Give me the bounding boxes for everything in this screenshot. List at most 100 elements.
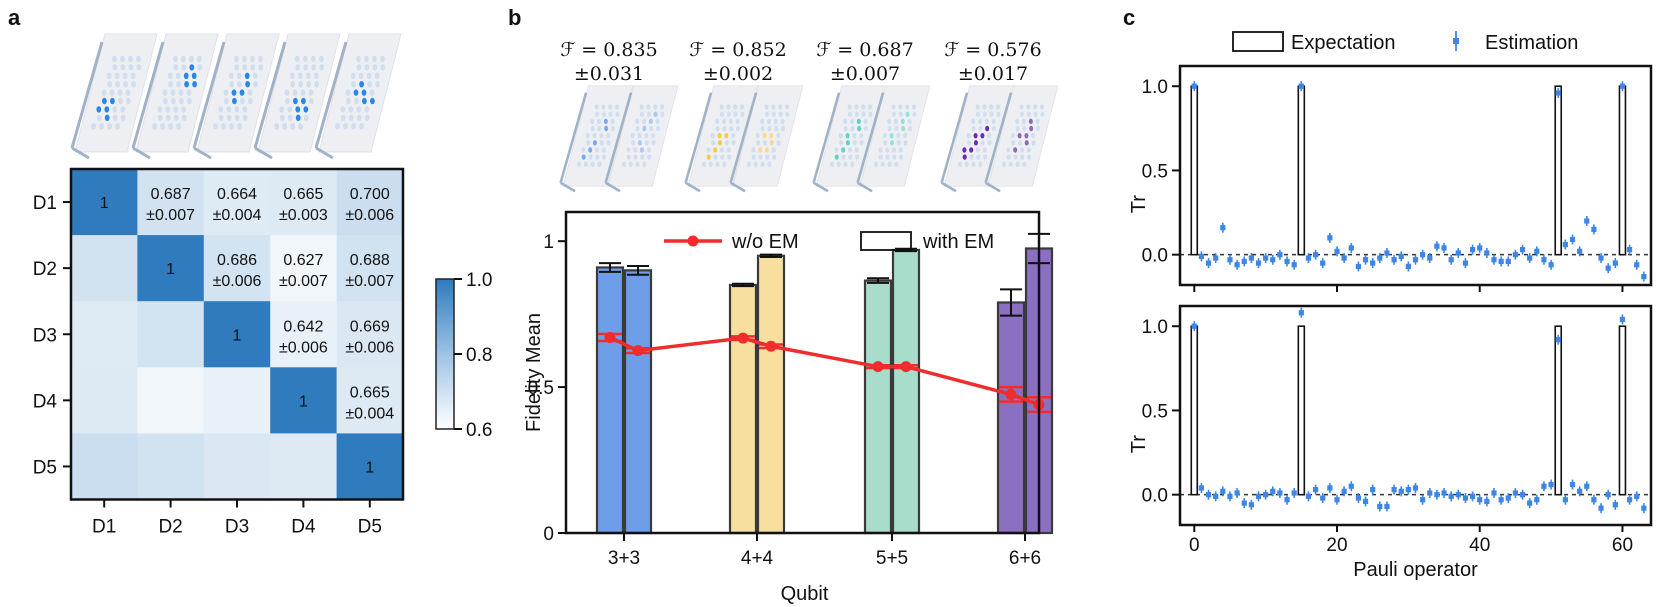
qubit [852,132,857,139]
estimation-point [1377,255,1383,261]
chip-edge [729,181,746,193]
cell-text-line: 0.642 [283,318,323,335]
qubit [843,125,848,132]
qubit [1031,140,1036,146]
qubit [1026,104,1031,110]
estimation-point [1255,260,1262,266]
estimation-point [1391,257,1397,263]
active-qubit [361,89,367,96]
estimation-point [1198,485,1205,491]
qubit [223,89,229,96]
cell-text-line: 1 [166,261,175,278]
qubit [894,125,899,132]
estimation-point [1320,260,1326,266]
estimation-point [1527,255,1533,261]
qubit [340,106,346,113]
qubit [852,140,857,146]
with-em-bar [623,269,653,535]
cell-text-line: ±0.007 [146,207,195,224]
x-tick-label: 6+6 [1009,548,1041,569]
estimation-point [1491,257,1497,263]
active-qubit [104,106,110,113]
qubit [107,81,112,88]
qubit [252,72,258,79]
chip-edge [71,146,90,160]
qubit [237,81,242,88]
qubit [646,111,651,117]
qubit [635,118,640,125]
heatmap-cell [336,301,404,368]
x-axis-label: Pauli operator [1353,559,1478,581]
device-chip-illustrations [70,33,402,160]
qubit [242,114,248,121]
device-chip [131,33,219,160]
estimation-point [1605,492,1611,498]
paired-chip [559,85,634,193]
cell-text-line: 1 [100,195,109,212]
qubit [751,147,756,153]
qubit [106,72,112,79]
x-tick-label: 40 [1469,535,1490,556]
active-qubit [653,111,658,117]
qubit [735,118,740,125]
chip-plate [562,85,634,187]
estimation-point [1220,488,1226,494]
qubit [586,140,591,146]
qubit [303,114,309,121]
qubit [861,104,866,110]
heatmap-cell-value: 0.664 ±0.004 [213,186,262,224]
paired-chip [729,85,804,193]
chip-edge [604,181,621,193]
qubit [372,64,378,71]
fidelity-value: ℱ = 0.852 [689,39,786,61]
heatmap-cell [71,301,138,368]
estimation-point [1584,483,1590,489]
qubit [713,154,718,160]
qubit [175,72,181,79]
qubit [96,114,102,121]
qubit [969,154,974,160]
estimation-point [1420,497,1426,503]
y-tick-label: 0.0 [1142,246,1168,267]
estimation-point [1562,497,1568,503]
qubit [647,154,652,160]
qubit [987,132,992,139]
qubit [756,140,761,146]
chip-plate [859,85,931,187]
legend-point-sample [687,235,699,247]
active-qubit [717,140,722,146]
estimation-point [1619,83,1626,89]
qubit [640,154,645,160]
qubit [996,104,1001,110]
estimation-point [1555,90,1561,96]
qubit [234,106,240,113]
heatmap-cell [270,235,338,302]
estimation-point [1484,250,1490,256]
qubit [173,106,179,113]
qubit [91,123,96,130]
x-tick-label: D3 [225,517,249,538]
qubit [305,72,311,79]
estimation-point [1420,252,1426,258]
active-qubit [359,81,364,88]
active-qubit [301,97,306,105]
paired-chip [940,85,1015,193]
qubit [303,64,309,71]
qubit [751,154,756,160]
qubit [189,55,194,63]
qubit [295,64,301,71]
x-tick-label: 5+5 [876,548,908,569]
qubit [120,114,126,121]
qubit [596,118,602,125]
y-tick-label: D4 [33,391,58,412]
qubit [868,111,873,117]
estimation-point [1348,245,1354,251]
qubit [197,55,202,63]
qubit [778,111,783,117]
qubit [1015,118,1020,125]
active-qubit [1029,125,1034,132]
qubit [1015,125,1020,132]
heatmap-axes: D1 D1 D2 D2 D3 D3 D4 D4 D5 D5 [33,167,405,538]
